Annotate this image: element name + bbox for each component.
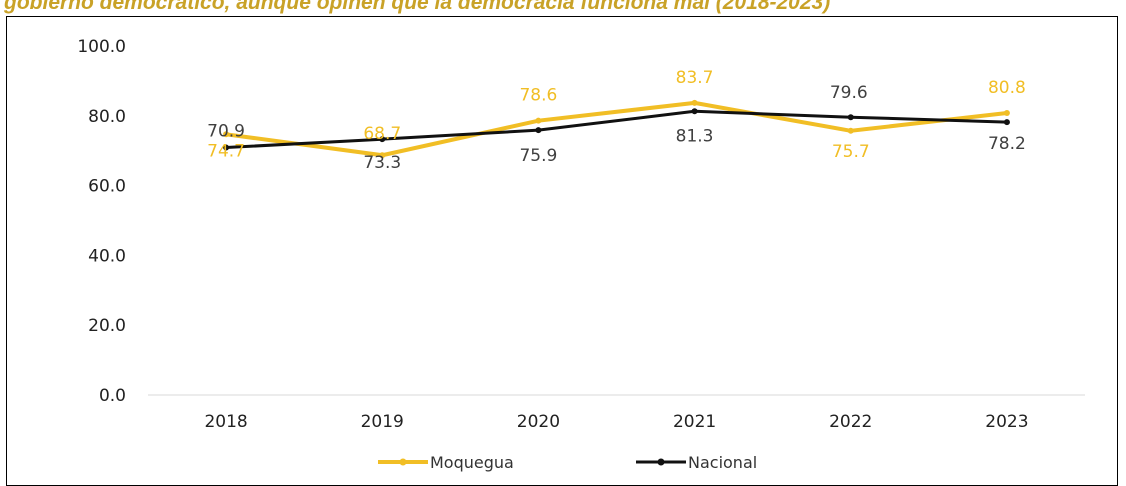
data-point-moquegua bbox=[535, 117, 542, 124]
data-label-moquegua: 80.8 bbox=[988, 78, 1026, 98]
legend-marker-nacional bbox=[657, 458, 665, 466]
data-point-nacional bbox=[691, 108, 698, 115]
data-label-moquegua: 78.6 bbox=[519, 86, 557, 106]
data-label-nacional: 73.3 bbox=[363, 153, 401, 173]
chart-title: gobierno democrático, aunque opinen que … bbox=[4, 0, 831, 14]
legend-marker-moquegua bbox=[399, 458, 407, 466]
series-line-nacional bbox=[226, 109, 1007, 150]
data-point-nacional bbox=[1003, 119, 1010, 126]
series-line-moquegua bbox=[225, 100, 1008, 158]
data-point-moquegua bbox=[379, 152, 386, 159]
data-label-moquegua: 75.7 bbox=[832, 142, 870, 162]
x-tick-label: 2018 bbox=[204, 412, 247, 432]
data-point-moquegua bbox=[691, 99, 698, 106]
data-label-nacional: 75.9 bbox=[519, 146, 557, 166]
data-label-moquegua: 74.7 bbox=[207, 141, 245, 161]
y-tick-label: 60.0 bbox=[88, 177, 126, 197]
data-label-nacional: 70.9 bbox=[207, 122, 245, 142]
data-point-moquegua bbox=[847, 127, 854, 134]
data-label-nacional: 79.6 bbox=[830, 83, 868, 103]
y-tick-label: 0.0 bbox=[99, 386, 126, 406]
x-tick-label: 2020 bbox=[517, 412, 560, 432]
data-point-nacional bbox=[535, 127, 542, 134]
x-tick-label: 2022 bbox=[829, 412, 872, 432]
legend-label-moquegua: Moquegua bbox=[430, 453, 514, 472]
y-tick-label: 20.0 bbox=[88, 316, 126, 336]
y-tick-label: 40.0 bbox=[88, 246, 126, 266]
data-label-moquegua: 68.7 bbox=[363, 124, 401, 144]
data-point-moquegua bbox=[223, 131, 230, 138]
data-label-moquegua: 83.7 bbox=[676, 68, 714, 88]
y-tick-label: 80.0 bbox=[88, 107, 126, 127]
x-tick-label: 2021 bbox=[673, 412, 716, 432]
data-label-nacional: 78.2 bbox=[988, 134, 1026, 154]
data-label-nacional: 81.3 bbox=[676, 126, 714, 146]
data-point-nacional bbox=[223, 144, 230, 151]
data-point-moquegua bbox=[1003, 110, 1010, 117]
x-tick-label: 2023 bbox=[985, 412, 1028, 432]
data-point-nacional bbox=[379, 136, 386, 143]
legend-label-nacional: Nacional bbox=[688, 453, 757, 472]
data-point-nacional bbox=[847, 114, 854, 121]
y-tick-label: 100.0 bbox=[77, 37, 126, 57]
x-tick-label: 2019 bbox=[361, 412, 404, 432]
